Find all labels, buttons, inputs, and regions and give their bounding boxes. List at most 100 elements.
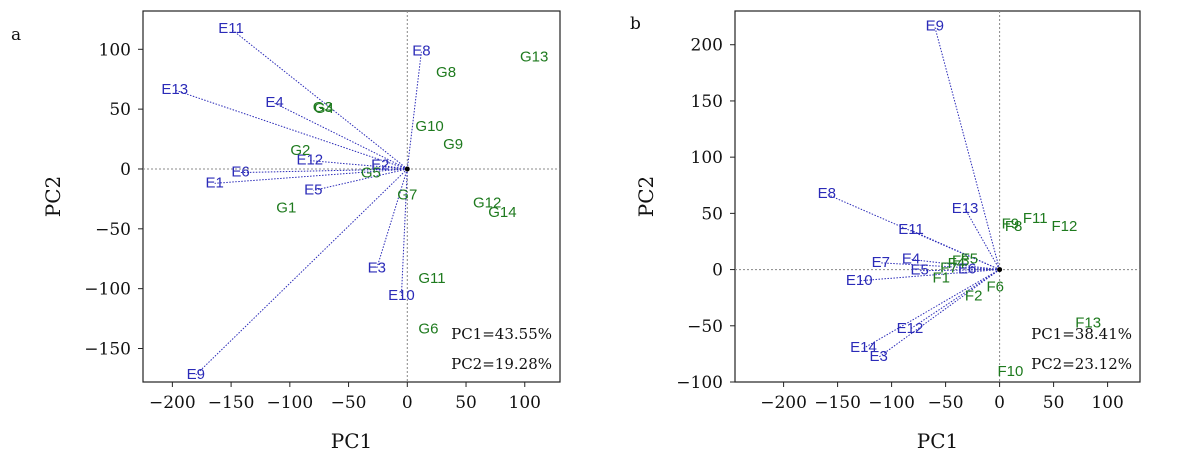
vector-label: E5 bbox=[304, 181, 322, 198]
panel-letter: b bbox=[630, 14, 641, 34]
vector-label: E7 bbox=[872, 254, 890, 271]
x-tick-label: −50 bbox=[331, 393, 367, 413]
point-label: G3 bbox=[313, 99, 333, 116]
y-axis-label: PC2 bbox=[41, 176, 65, 217]
loading-vector bbox=[406, 51, 422, 170]
y-tick-label: 0 bbox=[120, 160, 131, 180]
point-label: F13 bbox=[1075, 315, 1101, 332]
vector-label: E12 bbox=[296, 152, 323, 169]
point-label: F11 bbox=[1023, 210, 1048, 227]
y-tick-label: 100 bbox=[691, 148, 723, 168]
vector-label: E8 bbox=[412, 43, 430, 60]
x-tick-label: 50 bbox=[1043, 393, 1065, 413]
y-tick-label: −150 bbox=[84, 339, 131, 359]
loading-vector bbox=[195, 168, 408, 376]
panel-letter: a bbox=[11, 25, 21, 45]
point-label: G2 bbox=[290, 142, 310, 159]
variance-note: PC2=23.12% bbox=[1031, 355, 1132, 373]
vector-label: E11 bbox=[898, 221, 924, 238]
point-label: G8 bbox=[436, 64, 456, 81]
y-tick-label: −50 bbox=[687, 317, 723, 337]
origin-dot bbox=[997, 267, 1003, 273]
loading-vector bbox=[863, 269, 1000, 349]
vector-label: E5 bbox=[911, 262, 929, 279]
y-tick-label: 50 bbox=[109, 100, 131, 120]
vector-label: E9 bbox=[187, 366, 205, 383]
vector-label: E13 bbox=[952, 200, 979, 217]
point-label: G5 bbox=[361, 165, 381, 182]
y-tick-label: 200 bbox=[691, 36, 723, 56]
point-label: F2 bbox=[965, 288, 983, 305]
x-tick-label: −200 bbox=[149, 393, 196, 413]
x-tick-label: −100 bbox=[266, 393, 313, 413]
point-label: G11 bbox=[418, 270, 445, 287]
vector-label: E1 bbox=[205, 174, 223, 191]
x-tick-label: −50 bbox=[928, 393, 964, 413]
plot-frame bbox=[142, 10, 561, 383]
vector-label: E6 bbox=[958, 261, 976, 278]
point-label: F3 bbox=[952, 253, 970, 270]
variance-note: PC1=43.55% bbox=[451, 325, 552, 343]
panel-b: −200 −150 −100 −50 0 50 100 −100 −50 0 50 100 150 200… bbox=[630, 10, 1141, 453]
y-tick-label: −100 bbox=[84, 280, 131, 300]
vector-label: E13 bbox=[161, 81, 188, 98]
variance-note: PC1=38.41% bbox=[1031, 325, 1132, 343]
y-tick-label: 50 bbox=[701, 204, 723, 224]
loading-vector bbox=[859, 269, 1000, 282]
x-tick-label: −150 bbox=[208, 393, 255, 413]
point-label: F7 bbox=[940, 259, 958, 276]
point-label: F1 bbox=[933, 270, 951, 287]
y-tick-label: −50 bbox=[95, 220, 131, 240]
point-label: F8 bbox=[1005, 218, 1023, 235]
y-tick-label: 100 bbox=[99, 40, 131, 60]
plot-frame bbox=[734, 10, 1141, 383]
x-tick-label: −150 bbox=[814, 393, 861, 413]
loading-vector bbox=[309, 160, 408, 170]
point-label: G7 bbox=[397, 186, 417, 203]
x-tick-label: 0 bbox=[402, 393, 413, 413]
point-label: F9 bbox=[1002, 216, 1020, 233]
point-label: G13 bbox=[520, 49, 548, 66]
loading-vector bbox=[240, 168, 408, 174]
point-label: G9 bbox=[443, 136, 463, 153]
x-tick-label: 100 bbox=[509, 393, 541, 413]
x-tick-label: 50 bbox=[455, 393, 477, 413]
variance-note: PC2=19.28% bbox=[451, 355, 552, 373]
loading-vector bbox=[910, 229, 1000, 271]
point-label: F4 bbox=[948, 255, 966, 272]
vector-label: E11 bbox=[218, 20, 244, 37]
vector-label: E10 bbox=[388, 287, 415, 304]
x-tick-label: 0 bbox=[994, 393, 1005, 413]
panel-a: −200 −150 −100 −50 0 50 100 −150 −100 −50 0 50 100 PC… bbox=[11, 10, 561, 453]
x-tick-label: −100 bbox=[868, 393, 915, 413]
vector-label: E6 bbox=[231, 164, 249, 181]
vector-label: E10 bbox=[846, 272, 873, 289]
y-axis-label: PC2 bbox=[634, 176, 658, 217]
point-label: G12 bbox=[473, 195, 501, 212]
loading-vector bbox=[880, 262, 1000, 271]
vector-label: E4 bbox=[265, 94, 283, 111]
x-axis-label: PC1 bbox=[331, 429, 372, 453]
vector-label: E9 bbox=[926, 18, 944, 35]
loading-vector bbox=[214, 168, 408, 184]
x-axis-label: PC1 bbox=[917, 429, 958, 453]
y-tick-label: 150 bbox=[691, 92, 723, 112]
vector-label: E8 bbox=[818, 185, 836, 202]
point-label: F6 bbox=[987, 279, 1005, 296]
point-label: G6 bbox=[418, 320, 438, 337]
loading-vector bbox=[400, 168, 408, 296]
loading-vector bbox=[376, 168, 408, 269]
origin-dot bbox=[404, 166, 410, 172]
point-label: G10 bbox=[415, 118, 443, 135]
loading-vector bbox=[934, 26, 1001, 270]
x-tick-label: 100 bbox=[1091, 393, 1123, 413]
point-label: F5 bbox=[961, 250, 979, 267]
loading-vector bbox=[174, 89, 408, 170]
point-label: F12 bbox=[1051, 218, 1077, 235]
loading-vector bbox=[878, 269, 1000, 358]
loading-vector bbox=[964, 208, 1001, 270]
vector-label: E3 bbox=[869, 348, 887, 365]
point-label: G4 bbox=[314, 100, 334, 117]
x-tick-label: −200 bbox=[760, 393, 807, 413]
